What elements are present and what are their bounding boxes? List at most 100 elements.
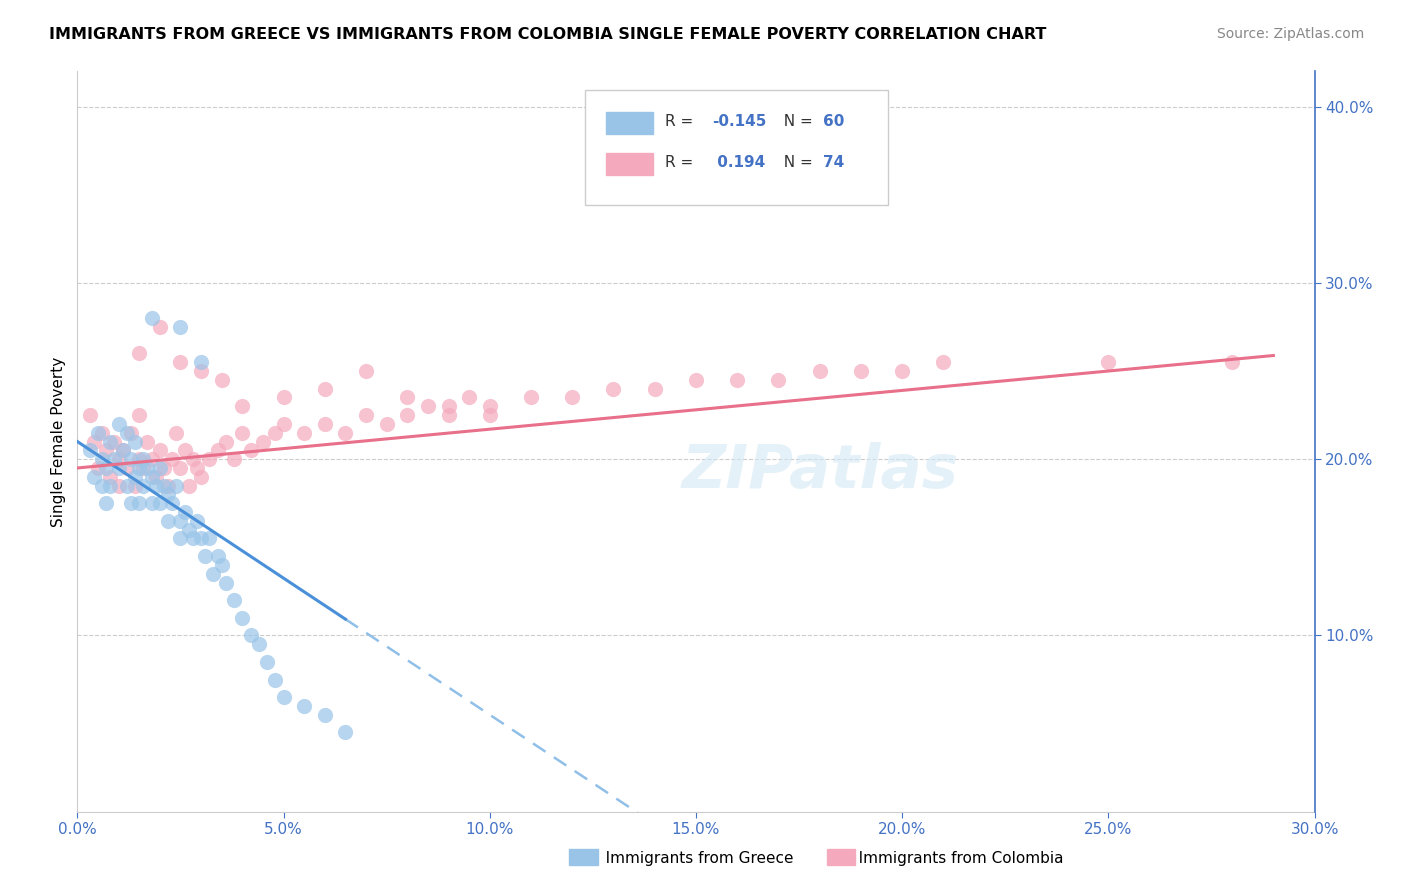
Point: [186, 461, 208, 475]
Point: [165, 478, 187, 492]
Point: [160, 452, 183, 467]
Bar: [606, 112, 652, 135]
Point: [141, 470, 163, 484]
Point: [202, 566, 225, 581]
Point: [91, 425, 114, 440]
Point: [87, 461, 110, 475]
Text: Immigrants from Greece: Immigrants from Greece: [591, 851, 793, 865]
Point: [211, 558, 233, 572]
Point: [314, 707, 336, 722]
Point: [96, 461, 118, 475]
Point: [437, 399, 460, 413]
Point: [87, 425, 110, 440]
Point: [103, 452, 125, 467]
Point: [891, 364, 914, 378]
Point: [79, 408, 101, 422]
Point: [264, 673, 287, 687]
Point: [437, 408, 460, 422]
Point: [120, 496, 142, 510]
Point: [239, 443, 262, 458]
Point: [273, 391, 295, 405]
Point: [120, 452, 142, 467]
Point: [186, 514, 208, 528]
Point: [314, 417, 336, 431]
Point: [128, 496, 150, 510]
Point: [145, 478, 167, 492]
Point: [124, 478, 146, 492]
Point: [107, 478, 129, 492]
Point: [335, 425, 357, 440]
Point: [207, 443, 229, 458]
Point: [157, 478, 180, 492]
Point: [136, 434, 159, 449]
Point: [335, 725, 357, 739]
Point: [198, 532, 221, 546]
Point: [222, 452, 245, 467]
Point: [145, 470, 167, 484]
Point: [157, 514, 180, 528]
Point: [198, 452, 221, 467]
Y-axis label: Single Female Poverty: Single Female Poverty: [51, 357, 66, 526]
Point: [111, 443, 134, 458]
Point: [149, 461, 172, 475]
Point: [169, 355, 191, 369]
Point: [115, 425, 138, 440]
Point: [79, 443, 101, 458]
Point: [190, 364, 212, 378]
Point: [98, 478, 121, 492]
Text: ZIPatlas: ZIPatlas: [681, 442, 959, 500]
Point: [314, 382, 336, 396]
Point: [478, 408, 501, 422]
Point: [128, 346, 150, 360]
Point: [685, 373, 707, 387]
Point: [396, 408, 419, 422]
Point: [375, 417, 398, 431]
Point: [132, 452, 155, 467]
Point: [141, 311, 163, 326]
Point: [211, 373, 233, 387]
Point: [190, 532, 212, 546]
Text: Source: ZipAtlas.com: Source: ZipAtlas.com: [1216, 27, 1364, 41]
Point: [169, 532, 191, 546]
Point: [222, 593, 245, 607]
Point: [98, 434, 121, 449]
Text: 74: 74: [824, 155, 845, 169]
Point: [107, 417, 129, 431]
Point: [181, 532, 204, 546]
Text: R =: R =: [665, 155, 699, 169]
Point: [292, 698, 315, 713]
Point: [111, 443, 134, 458]
Point: [194, 549, 217, 563]
Point: [153, 461, 176, 475]
Bar: [569, 849, 598, 865]
Point: [1220, 355, 1243, 369]
Point: [239, 628, 262, 642]
Point: [128, 408, 150, 422]
Point: [478, 399, 501, 413]
Text: 60: 60: [824, 114, 845, 129]
Point: [354, 408, 377, 422]
Point: [644, 382, 666, 396]
Point: [177, 523, 200, 537]
Point: [83, 434, 105, 449]
Point: [247, 637, 270, 651]
Point: [136, 461, 159, 475]
Text: N =: N =: [773, 114, 817, 129]
Point: [602, 382, 624, 396]
Point: [396, 391, 419, 405]
Text: N =: N =: [773, 155, 817, 169]
Point: [91, 452, 114, 467]
Point: [128, 461, 150, 475]
Point: [124, 434, 146, 449]
Point: [107, 452, 129, 467]
Point: [932, 355, 955, 369]
Point: [169, 461, 191, 475]
Point: [149, 443, 172, 458]
Point: [103, 434, 125, 449]
Point: [149, 320, 172, 334]
Point: [91, 478, 114, 492]
Point: [725, 373, 748, 387]
Point: [157, 487, 180, 501]
Point: [132, 461, 155, 475]
Point: [173, 443, 195, 458]
